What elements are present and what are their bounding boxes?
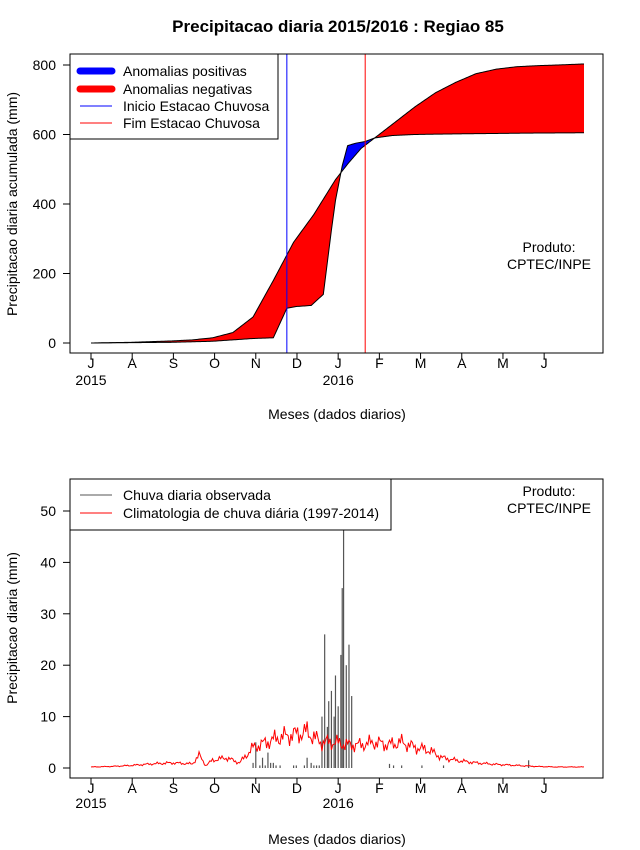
x-tick-label: M xyxy=(415,780,427,796)
year-label: 2015 xyxy=(75,795,106,811)
y-tick-label: 800 xyxy=(33,57,57,73)
x-axis-label: Meses (dados diarios) xyxy=(268,406,406,422)
y-tick-label: 0 xyxy=(48,335,56,351)
y-tick-label: 40 xyxy=(40,554,56,570)
x-tick-label: S xyxy=(169,780,178,796)
y-tick-label: 30 xyxy=(40,606,56,622)
x-tick-label: S xyxy=(169,355,178,371)
x-tick-label: M xyxy=(497,355,509,371)
x-tick-label: N xyxy=(251,780,261,796)
x-tick-label: J xyxy=(335,780,342,796)
accumulated-lines xyxy=(90,63,585,344)
y-tick-label: 200 xyxy=(33,266,57,282)
x-tick-label: F xyxy=(375,780,384,796)
anomaly-areas xyxy=(91,63,584,343)
x-tick-label: O xyxy=(209,780,220,796)
y-tick-label: 0 xyxy=(48,760,56,776)
year-label: 2015 xyxy=(75,372,106,388)
x-tick-label: O xyxy=(209,355,220,371)
observed-accumulated-line xyxy=(90,132,585,344)
x-tick-label: A xyxy=(128,355,138,371)
y-tick-label: 20 xyxy=(40,657,56,673)
negative-anomaly-area xyxy=(375,63,584,138)
legend-label-climatology: Climatologia de chuva diária (1997-2014) xyxy=(123,505,379,521)
x-tick-label: J xyxy=(335,355,342,371)
product-source: CPTEC/INPE xyxy=(507,256,591,272)
legend: Chuva diaria observada Climatologia de c… xyxy=(69,478,392,531)
y-tick-label: 400 xyxy=(33,196,57,212)
x-tick-label: N xyxy=(251,355,261,371)
climatology-lines xyxy=(90,721,585,768)
negative-anomaly-area xyxy=(91,173,341,343)
x-tick-label: A xyxy=(457,355,467,371)
y-axis-label: Precipitacao diaria (mm) xyxy=(4,552,20,704)
year-label: 2016 xyxy=(323,372,354,388)
legend-box xyxy=(69,478,392,531)
x-tick-label: M xyxy=(415,355,427,371)
x-tick-label: A xyxy=(457,780,467,796)
x-tick-label: D xyxy=(292,780,302,796)
x-tick-label: J xyxy=(88,355,95,371)
x-tick-label: D xyxy=(292,355,302,371)
climatology-accumulated-line xyxy=(90,63,585,344)
positive-anomaly-area xyxy=(340,137,375,173)
y-axis-label: Precipitacao diaria acumulada (mm) xyxy=(4,92,20,316)
y-tick-label: 50 xyxy=(40,503,56,519)
product-label: Produto: xyxy=(523,239,576,255)
legend-label-positive: Anomalias positivas xyxy=(123,63,247,79)
product-source: CPTEC/INPE xyxy=(507,500,591,516)
legend-label-end: Fim Estacao Chuvosa xyxy=(123,115,260,131)
x-tick-label: J xyxy=(88,780,95,796)
x-tick-label: J xyxy=(541,780,548,796)
x-tick-label: M xyxy=(497,780,509,796)
legend-label-negative: Anomalias negativas xyxy=(123,81,252,97)
chart-title: Precipitacao diaria 2015/2016 : Regiao 8… xyxy=(172,17,504,36)
legend-label-start: Inicio Estacao Chuvosa xyxy=(123,98,270,114)
year-label: 2016 xyxy=(323,795,354,811)
observed-rain-bars xyxy=(252,485,530,768)
x-tick-label: F xyxy=(375,355,384,371)
product-label: Produto: xyxy=(523,483,576,499)
x-axis-label: Meses (dados diarios) xyxy=(268,831,406,847)
y-tick-label: 10 xyxy=(40,709,56,725)
climatology-daily-line xyxy=(90,721,585,768)
y-tick-label: 600 xyxy=(33,127,57,143)
plot-frame xyxy=(69,53,604,354)
x-tick-label: J xyxy=(541,355,548,371)
x-tick-label: A xyxy=(128,780,138,796)
legend-label-observed: Chuva diaria observada xyxy=(123,487,271,503)
legend: Anomalias positivas Anomalias negativas … xyxy=(69,53,279,140)
